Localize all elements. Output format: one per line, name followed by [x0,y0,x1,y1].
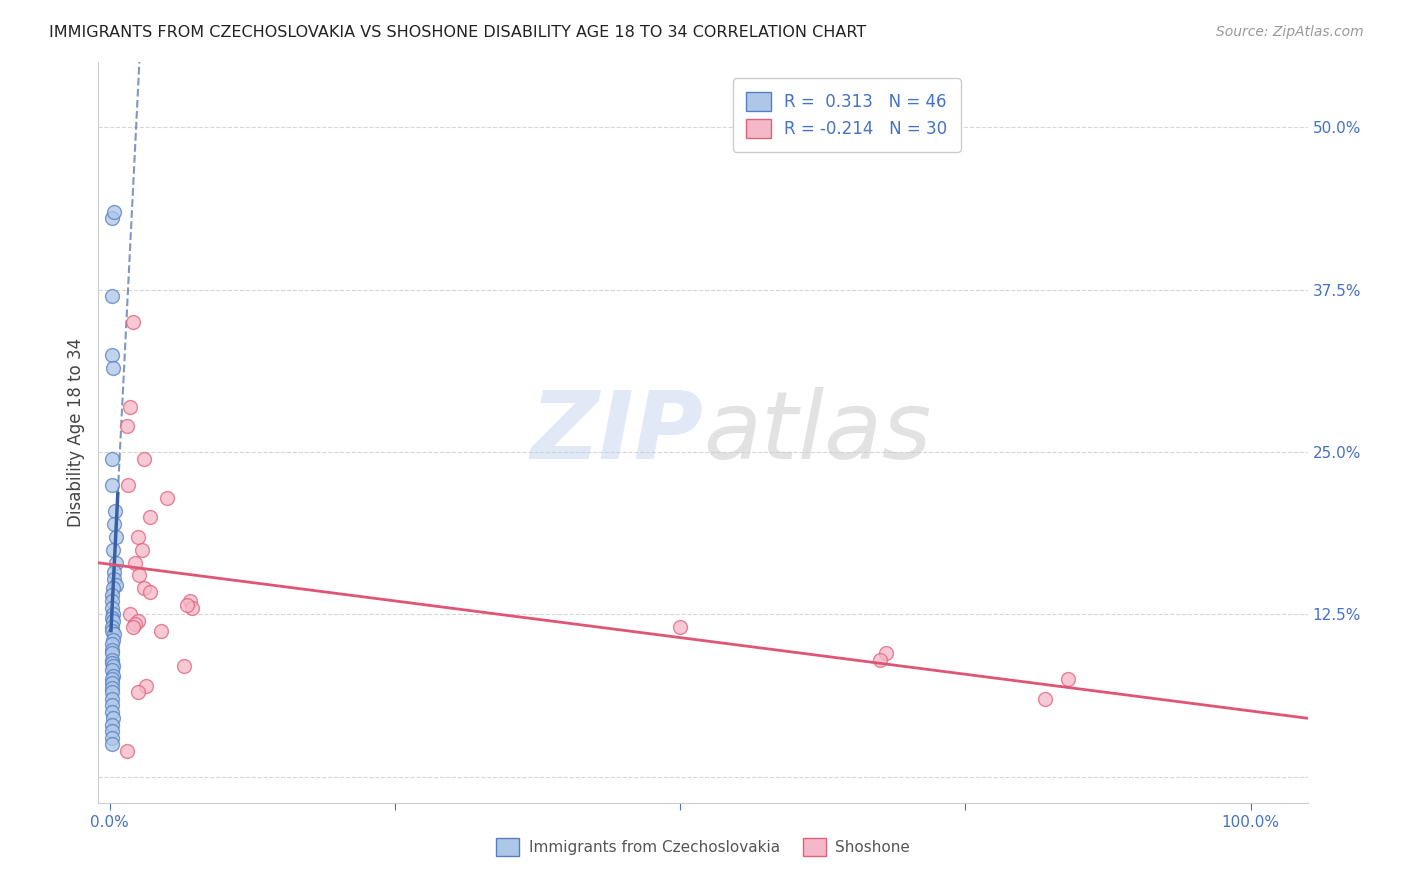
Point [173,659,195,673]
Point [101,601,124,615]
Point [101,607,124,622]
Point [131,542,153,557]
Y-axis label: Disability Age 18 to 34: Disability Age 18 to 34 [67,338,86,527]
Point [150,624,173,639]
Point [101,637,124,651]
Point [101,685,124,699]
Point [176,599,198,613]
Point [132,451,155,466]
Point [101,360,124,375]
Point [139,510,162,524]
Point [101,211,124,226]
Point [120,607,142,622]
Point [669,620,692,634]
Point [101,676,124,690]
Text: atlas: atlas [703,387,931,478]
Text: ZIP: ZIP [530,386,703,479]
Point [105,556,128,570]
Point [105,577,128,591]
Point [139,585,162,599]
Point [103,573,125,587]
Point [103,542,125,557]
Point [101,611,124,625]
Point [100,348,122,362]
Point [104,529,127,543]
Point [103,659,125,673]
Point [100,647,122,661]
Point [103,565,125,579]
Text: Source: ZipAtlas.com: Source: ZipAtlas.com [1216,25,1364,39]
Point [179,594,201,608]
Point [100,451,122,466]
Point [101,588,124,602]
Point [115,744,138,758]
Point [117,477,139,491]
Point [101,656,124,670]
Point [101,653,124,667]
Point [104,503,127,517]
Point [132,582,155,596]
Point [101,668,124,682]
Point [103,516,125,531]
Point [121,315,143,329]
Legend: Immigrants from Czechoslovakia, Shoshone: Immigrants from Czechoslovakia, Shoshone [491,832,915,862]
Point [115,419,138,434]
Point [120,400,142,414]
Point [875,647,897,661]
Point [101,663,124,677]
Point [127,685,149,699]
Point [101,737,124,751]
Point [135,679,157,693]
Point [101,642,124,657]
Point [128,568,150,582]
Point [103,627,125,641]
Point [1033,692,1056,706]
Point [121,620,143,634]
Point [101,624,124,639]
Point [101,692,124,706]
Point [101,718,124,732]
Point [101,711,124,725]
Point [103,582,125,596]
Point [869,653,891,667]
Point [1057,673,1080,687]
Point [101,673,124,687]
Point [124,556,146,570]
Point [156,491,179,505]
Point [124,616,146,631]
Point [127,529,149,543]
Point [101,705,124,719]
Point [103,614,125,628]
Point [101,620,124,634]
Text: IMMIGRANTS FROM CZECHOSLOVAKIA VS SHOSHONE DISABILITY AGE 18 TO 34 CORRELATION C: IMMIGRANTS FROM CZECHOSLOVAKIA VS SHOSHO… [49,25,866,40]
Point [100,681,122,696]
Point [127,614,149,628]
Point [101,477,124,491]
Point [103,204,125,219]
Point [100,698,122,713]
Point [101,731,124,745]
Point [181,601,204,615]
Point [103,633,125,648]
Point [101,594,124,608]
Point [101,289,124,303]
Point [100,724,122,739]
